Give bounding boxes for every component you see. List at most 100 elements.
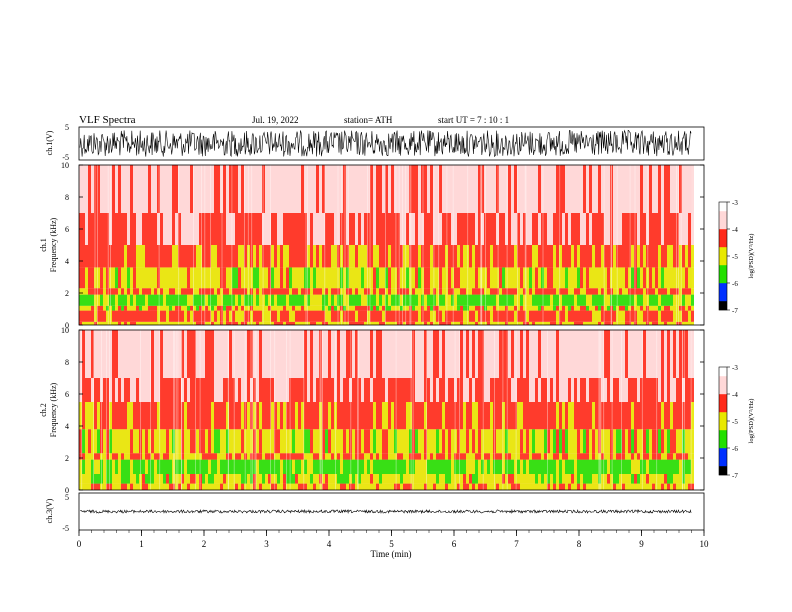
spectrogram-cell [319,294,322,306]
spectrogram-cell [331,267,334,289]
spectrogram-cell [628,294,631,306]
spectrogram-cell [568,165,571,213]
spectrogram-cell [325,213,328,245]
spectrogram-cell [502,330,505,378]
spectrogram-cell [106,330,109,378]
spectrogram-cell [427,459,430,474]
spectrogram-cell [319,267,322,289]
spectrogram-cell [172,483,175,490]
spectrogram-cell [274,294,277,306]
spectrogram-cell [256,474,259,484]
spectrogram-cell [619,165,622,213]
spectrogram-cell [103,310,106,322]
spectrogram-cell [214,213,217,245]
spectrogram-cell [508,165,511,213]
spectrogram-cell [493,483,496,490]
spectrogram-cell [451,453,454,460]
spectrogram-cell [163,294,166,306]
spectrogram-cell [586,429,589,454]
spectrogram-cell [409,459,412,474]
spectrogram-streak [231,165,233,325]
spectrogram-cell [508,378,511,402]
colorbar-tick-label: -7 [732,472,738,480]
spectrogram-cell [565,453,568,460]
spectrogram-cell [604,474,607,484]
spectrogram-cell [505,429,508,454]
spectrogram-cell [367,213,370,245]
colorbar-segment [719,235,727,237]
spectrogram-cell [124,330,127,378]
spectrogram-cell [634,165,637,213]
spectrogram-cell [691,310,694,322]
spectrogram-cell [154,429,157,454]
spectrogram-cell [553,310,556,322]
spectrogram-cell [355,402,358,430]
spectrogram-cell [379,378,382,402]
spectrogram-cell [250,245,253,268]
spectrogram-cell [646,267,649,289]
spectrogram-cell [133,213,136,245]
spectrogram-cell [553,213,556,245]
spectrogram-cell [112,453,115,460]
spectrogram-cell [577,483,580,490]
spectrogram-cell [601,474,604,484]
spectrogram-cell [82,453,85,460]
spectrogram-cell [595,165,598,213]
spectrogram-cell [271,305,274,311]
spectrogram-cell [601,483,604,490]
spectrogram-cell [97,321,100,325]
spectrogram-cell [313,310,316,322]
spectrogram-cell [157,310,160,322]
spectrogram-cell [325,321,328,325]
spectrogram-cell [334,330,337,378]
spectrogram-cell [145,288,148,295]
spectrogram-cell [103,330,106,378]
spectrogram-cell [85,288,88,295]
spectrogram-cell [229,165,232,213]
spectrogram-cell [247,402,250,430]
spectrogram-cell [187,474,190,484]
colorbar-tick-label: -5 [732,418,738,426]
spectrogram-cell [211,245,214,268]
spectrogram-cell [562,305,565,311]
spectrogram-cell [163,459,166,474]
spectrogram-cell [532,294,535,306]
spectrogram-cell [289,330,292,378]
spectrogram-cell [514,294,517,306]
spectrogram-cell [82,402,85,430]
spectrogram-cell [541,267,544,289]
spectrogram-cell [127,288,130,295]
spectrogram-cell [589,165,592,213]
colorbar-segment [719,386,727,388]
spectrogram-cell [577,378,580,402]
spectrogram-cell [610,453,613,460]
colorbar-segment [719,383,727,385]
colorbar-segment [719,254,727,256]
colorbar-segment [719,309,727,311]
spectrogram-cell [667,294,670,306]
spectrogram-cell [106,474,109,484]
spectrogram-cell [460,429,463,454]
spectrogram-cell [463,474,466,484]
spectrogram-cell [685,165,688,213]
spectrogram-cell [100,305,103,311]
spectrogram-cell [604,459,607,474]
spectrogram-cell [676,288,679,295]
spectrogram-cell [574,267,577,289]
spectrogram-cell [484,288,487,295]
spectrogram-cell [220,305,223,311]
spectrogram-cell [481,378,484,402]
spectrogram-cell [628,310,631,322]
spectrogram-cell [643,453,646,460]
spectrogram-cell [400,245,403,268]
spectrogram-cell [184,483,187,490]
spectrogram-cell [91,453,94,460]
spectrogram-cell [334,165,337,213]
spectrogram-cell [607,267,610,289]
spectrogram-streak [467,165,469,325]
spectrogram-cell [523,402,526,430]
spectrogram-cell [604,321,607,325]
spectrogram-cell [178,474,181,484]
spectrogram-cell [280,402,283,430]
spectrogram-cell [241,330,244,378]
